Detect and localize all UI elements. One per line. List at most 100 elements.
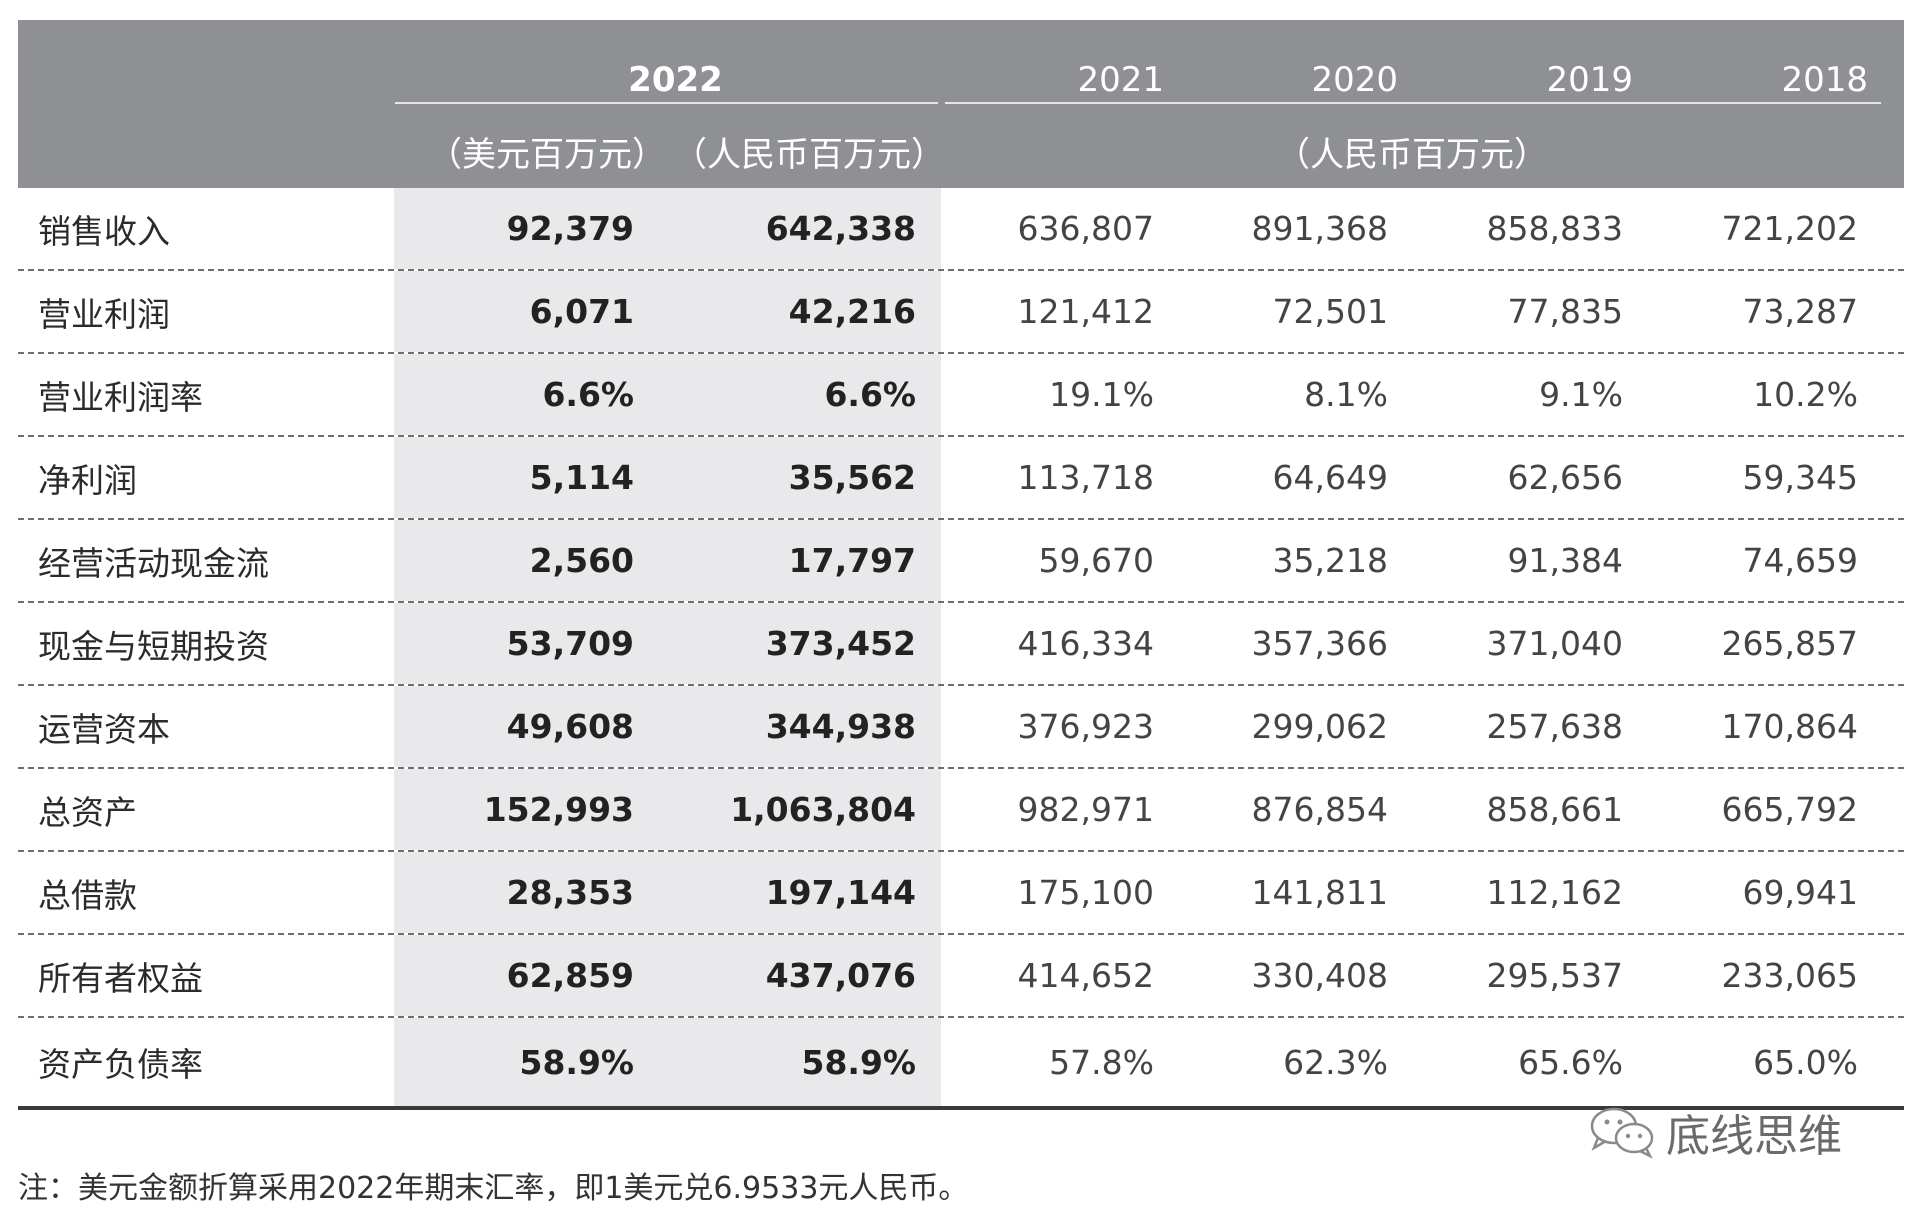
cell-2019: 91,384: [1507, 541, 1623, 580]
row-label: 经营活动现金流: [38, 543, 269, 583]
table-row: 营业利润率 6.6% 6.6% 19.1% 8.1% 9.1% 10.2%: [18, 354, 1904, 437]
cell-2022-usd: 28,353: [506, 873, 634, 912]
cell-2021: 59,670: [1038, 541, 1154, 580]
row-label: 销售收入: [38, 211, 170, 251]
cell-2018: 65.0%: [1753, 1042, 1858, 1082]
row-label: 总借款: [38, 875, 137, 915]
header-year-2020: 2020: [1311, 60, 1398, 100]
cell-2019: 858,661: [1486, 790, 1623, 829]
cell-2022-usd: 53,709: [506, 624, 634, 663]
cell-2021: 982,971: [1017, 790, 1154, 829]
header-unit-history: （人民币百万元）: [1276, 135, 1548, 175]
highlight-band-2022: [394, 603, 941, 684]
cell-2018: 265,857: [1721, 624, 1858, 663]
cell-2018: 73,287: [1742, 292, 1858, 331]
header-rule-history: [945, 102, 1881, 104]
cell-2018: 170,864: [1721, 707, 1858, 746]
cell-2020: 357,366: [1251, 624, 1388, 663]
cell-2018: 665,792: [1721, 790, 1858, 829]
table-row: 运营资本 49,608 344,938 376,923 299,062 257,638 17…: [18, 686, 1904, 769]
cell-2022-rmb: 373,452: [765, 624, 916, 663]
cell-2019: 9.1%: [1539, 375, 1623, 414]
cell-2020: 330,408: [1251, 956, 1388, 995]
header-year-2022: 2022: [628, 60, 723, 100]
highlight-band-2022: [394, 188, 941, 269]
cell-2020: 141,811: [1251, 873, 1388, 912]
cell-2020: 891,368: [1251, 209, 1388, 248]
cell-2022-usd: 58.9%: [519, 1042, 635, 1082]
table-header: 2022 2021 2020 2019 2018 （美元百万元） （人民币百万元…: [18, 20, 1904, 188]
row-label: 营业利润率: [38, 377, 203, 417]
row-label: 净利润: [38, 460, 137, 500]
table-body: 销售收入 92,379 642,338 636,807 891,368 858,833 72…: [18, 188, 1904, 1106]
table-bottom-rule: [18, 1106, 1904, 1110]
watermark-text: 底线思维: [1666, 1111, 1842, 1162]
cell-2018: 233,065: [1721, 956, 1858, 995]
table-row: 总借款 28,353 197,144 175,100 141,811 112,162 69,…: [18, 852, 1904, 935]
cell-2020: 72,501: [1272, 292, 1388, 331]
cell-2021: 175,100: [1017, 873, 1154, 912]
table-row: 营业利润 6,071 42,216 121,412 72,501 77,835 73,287: [18, 271, 1904, 354]
cell-2021: 19.1%: [1049, 375, 1154, 414]
highlight-band-2022: [394, 437, 941, 518]
row-label: 运营资本: [38, 709, 170, 749]
cell-2019: 257,638: [1486, 707, 1623, 746]
header-year-2021: 2021: [1077, 60, 1164, 100]
cell-2022-rmb: 42,216: [788, 292, 916, 331]
cell-2019: 77,835: [1507, 292, 1623, 331]
footnote: 注：美元金额折算采用2022年期末汇率，即1美元兑6.9533元人民币。: [18, 1171, 969, 1206]
cell-2020: 64,649: [1272, 458, 1388, 497]
table-row: 所有者权益 62,859 437,076 414,652 330,408 295,537 2…: [18, 935, 1904, 1018]
cell-2019: 858,833: [1486, 209, 1623, 248]
cell-2022-usd: 6,071: [529, 292, 634, 331]
cell-2022-rmb: 642,338: [765, 209, 916, 248]
table-row: 销售收入 92,379 642,338 636,807 891,368 858,833 72…: [18, 188, 1904, 271]
row-label: 总资产: [38, 792, 137, 832]
cell-2022-usd: 2,560: [529, 541, 634, 580]
cell-2020: 299,062: [1251, 707, 1388, 746]
cell-2021: 113,718: [1017, 458, 1154, 497]
header-year-2019: 2019: [1546, 60, 1633, 100]
highlight-band-2022: [394, 1018, 941, 1106]
cell-2022-usd: 5,114: [529, 458, 634, 497]
cell-2018: 74,659: [1742, 541, 1858, 580]
cell-2021: 416,334: [1017, 624, 1154, 663]
row-label: 现金与短期投资: [38, 626, 269, 666]
financial-summary-table: 2022 2021 2020 2019 2018 （美元百万元） （人民币百万元…: [18, 20, 1904, 1110]
cell-2022-rmb: 35,562: [788, 458, 916, 497]
cell-2020: 35,218: [1272, 541, 1388, 580]
table-row: 经营活动现金流 2,560 17,797 59,670 35,218 91,384 74,6…: [18, 520, 1904, 603]
highlight-band-2022: [394, 852, 941, 933]
cell-2020: 62.3%: [1283, 1042, 1388, 1082]
cell-2018: 721,202: [1721, 209, 1858, 248]
cell-2019: 371,040: [1486, 624, 1623, 663]
row-label: 所有者权益: [38, 958, 203, 998]
highlight-band-2022: [394, 271, 941, 352]
cell-2022-rmb: 437,076: [765, 956, 916, 995]
cell-2022-rmb: 6.6%: [824, 375, 916, 414]
row-label: 资产负债率: [38, 1045, 203, 1084]
highlight-band-2022: [394, 520, 941, 601]
cell-2022-usd: 62,859: [506, 956, 634, 995]
table-row: 资产负债率 58.9% 58.9% 57.8% 62.3% 65.6% 65.0%: [18, 1018, 1904, 1106]
highlight-band-2022: [394, 686, 941, 767]
wechat-icon: [1590, 1107, 1654, 1159]
cell-2022-rmb: 1,063,804: [730, 790, 916, 829]
cell-2018: 10.2%: [1753, 375, 1858, 414]
cell-2019: 112,162: [1486, 873, 1623, 912]
highlight-band-2022: [394, 769, 941, 850]
row-label: 营业利润: [38, 294, 170, 334]
table-row: 净利润 5,114 35,562 113,718 64,649 62,656 59,345: [18, 437, 1904, 520]
table-row: 总资产 152,993 1,063,804 982,971 876,854 858,661…: [18, 769, 1904, 852]
cell-2022-usd: 6.6%: [542, 375, 634, 414]
highlight-band-2022: [394, 354, 941, 435]
cell-2018: 59,345: [1742, 458, 1858, 497]
cell-2022-rmb: 17,797: [788, 541, 916, 580]
cell-2019: 62,656: [1507, 458, 1623, 497]
cell-2021: 414,652: [1017, 956, 1154, 995]
cell-2022-usd: 49,608: [506, 707, 634, 746]
cell-2022-rmb: 344,938: [765, 707, 916, 746]
cell-2018: 69,941: [1742, 873, 1858, 912]
watermark: 底线思维: [1588, 1100, 1842, 1164]
cell-2019: 65.6%: [1518, 1042, 1623, 1082]
